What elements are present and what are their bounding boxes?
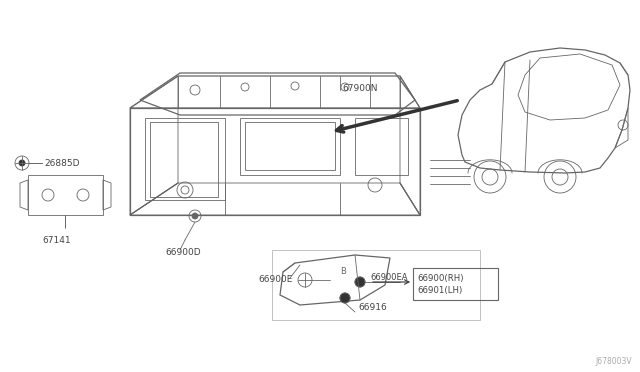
Text: 66916: 66916 [358,304,387,312]
Text: 26885D: 26885D [44,158,79,167]
Text: 66900(RH): 66900(RH) [417,273,463,282]
Text: B: B [340,267,346,276]
Text: 67141: 67141 [42,235,70,244]
Text: 66900E: 66900E [258,276,292,285]
Circle shape [340,293,350,303]
Circle shape [355,277,365,287]
Text: 66900D: 66900D [165,247,200,257]
Circle shape [192,213,198,219]
Text: 67900N: 67900N [342,83,378,93]
Text: J678003V: J678003V [595,357,632,366]
Circle shape [19,160,25,166]
Text: 66901(LH): 66901(LH) [417,285,462,295]
Text: 66900EA: 66900EA [370,273,408,282]
